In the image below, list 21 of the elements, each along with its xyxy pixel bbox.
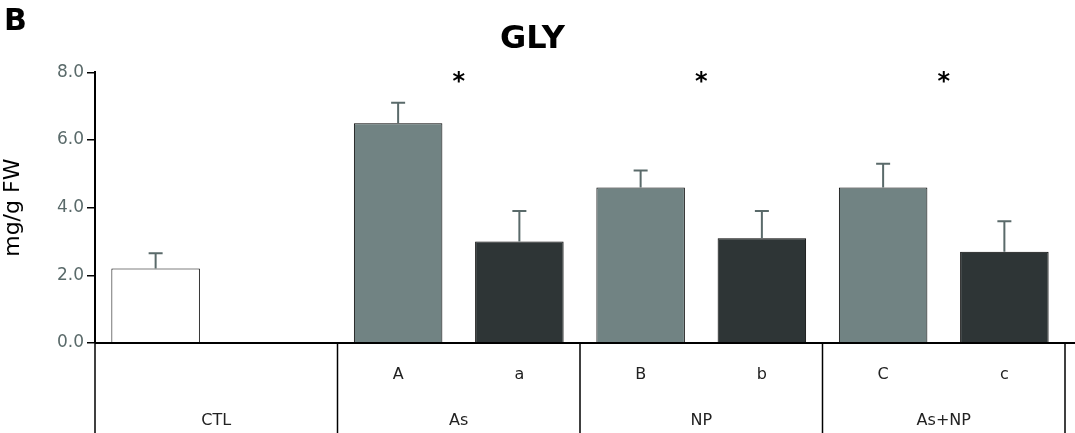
x-tick-label: a: [514, 364, 525, 384]
annotation: *: [694, 66, 708, 95]
y-tick-label: 6.0: [56, 128, 84, 149]
x-tick-label: b: [756, 364, 767, 384]
annotation: *: [937, 66, 951, 95]
y-tick-label: 4.0: [56, 196, 84, 217]
text: NP: [690, 410, 713, 430]
x-tick-label: c: [999, 364, 1009, 384]
y-tick-label: 8.0: [56, 60, 84, 81]
text: As+NP: [916, 410, 972, 430]
y-tick-label: 2.0: [56, 263, 84, 284]
x-tick-label: C: [877, 364, 889, 384]
annotation: *: [452, 66, 466, 95]
text: As: [449, 410, 469, 430]
y-tick-label: 0.0: [56, 331, 84, 352]
chart-title: GLY: [500, 17, 566, 56]
text: B: [4, 1, 27, 37]
text: CTL: [201, 410, 232, 430]
x-tick-label: B: [635, 364, 647, 384]
x-tick-label: A: [392, 364, 404, 384]
y-axis-title: mg/g FW: [0, 158, 24, 257]
